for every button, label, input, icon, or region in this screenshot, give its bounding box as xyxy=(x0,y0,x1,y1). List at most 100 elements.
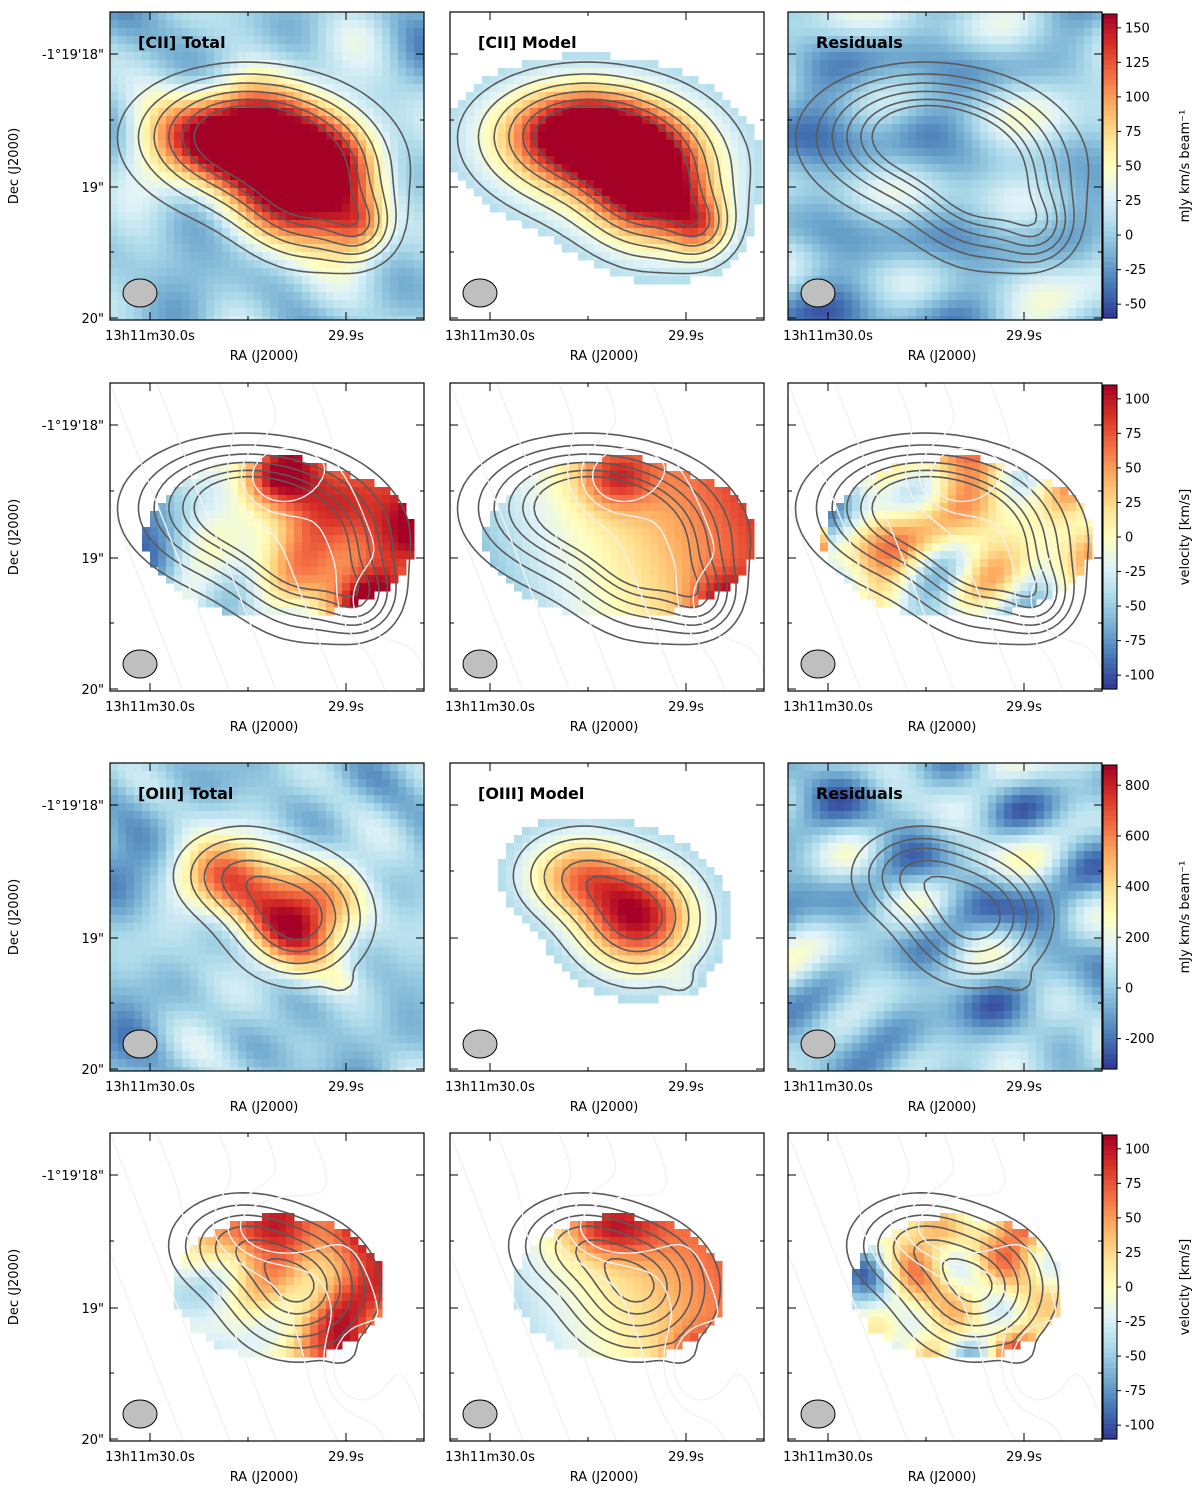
panel-frame xyxy=(787,11,1103,321)
colorbar-segment xyxy=(1103,815,1117,822)
colorbar-segment xyxy=(1103,79,1117,86)
x-tick-label: 29.9s xyxy=(328,329,364,344)
colorbar-segment xyxy=(1103,623,1117,629)
colorbar-segment xyxy=(1103,312,1117,319)
colorbar-segment xyxy=(1103,800,1117,807)
colorbar-segment xyxy=(1103,206,1117,213)
colorbar-segment xyxy=(1103,1150,1117,1156)
colorbar-segment xyxy=(1103,74,1117,81)
x-tick-label: 29.9s xyxy=(328,700,364,715)
colorbar-segment xyxy=(1103,876,1117,883)
intensity-contour xyxy=(846,461,1058,618)
colorbar-segment xyxy=(1103,906,1117,913)
colorbar-segment xyxy=(1103,653,1117,660)
colorbar-segment xyxy=(1103,297,1117,304)
colorbar-segment xyxy=(1103,486,1117,492)
velocity-contour xyxy=(252,383,424,673)
x-tick-label: 13h11m30.0s xyxy=(783,1450,873,1465)
colorbar-segment xyxy=(1103,547,1117,553)
beam-ellipse xyxy=(462,649,498,679)
colorbar-segment xyxy=(1103,64,1117,71)
colorbar-segment xyxy=(1103,1322,1117,1329)
colorbar-segment xyxy=(1103,231,1117,238)
panel-1-2: [CII] Model 13h11m30.0s 29.9s RA (J2000) xyxy=(445,11,765,364)
x-tick-label: 29.9s xyxy=(1006,329,1042,344)
colorbar-segment xyxy=(1103,668,1117,675)
panel-frame xyxy=(787,1132,1103,1442)
colorbar-tick-label: -25 xyxy=(1125,565,1146,580)
intensity-contour xyxy=(456,61,752,275)
colorbar-segment xyxy=(1103,481,1117,487)
panel-frame xyxy=(109,1132,425,1442)
x-axis-label: RA (J2000) xyxy=(230,1470,299,1485)
heatmap-image xyxy=(450,1133,764,1441)
colorbar-segment xyxy=(1103,537,1117,543)
colorbar-segment xyxy=(1103,1221,1117,1227)
colorbar-segment xyxy=(1103,140,1117,147)
colorbar-tick-label: 25 xyxy=(1125,496,1142,511)
x-tick-label: 13h11m30.0s xyxy=(105,329,195,344)
colorbar-tick-label: -50 xyxy=(1125,298,1146,313)
panel-frame xyxy=(109,11,425,321)
colorbar-segment xyxy=(1103,186,1117,192)
colorbar-segment xyxy=(1103,1281,1117,1288)
intensity-contour xyxy=(871,104,1038,227)
colorbar-segment xyxy=(1103,166,1117,172)
colorbar-segment xyxy=(1103,277,1117,284)
intensity-contour xyxy=(168,461,380,618)
x-axis-label: RA (J2000) xyxy=(908,1470,977,1485)
x-axis-label: RA (J2000) xyxy=(230,349,299,364)
colorbar-tick-label: 0 xyxy=(1125,229,1133,244)
y-tick-label: 20" xyxy=(81,1063,104,1078)
x-tick-label: 29.9s xyxy=(1006,1080,1042,1095)
colorbar-segment xyxy=(1103,663,1117,670)
heatmap-image xyxy=(110,1133,424,1441)
colorbar-tick-label: -25 xyxy=(1125,263,1146,278)
intensity-contour xyxy=(508,461,720,618)
intensity-contour xyxy=(923,875,1001,941)
colorbar-segment xyxy=(1103,506,1117,513)
colorbar-segment xyxy=(1103,450,1117,457)
colorbar-segment xyxy=(1103,1352,1117,1359)
colorbar-segment xyxy=(1103,633,1117,639)
colorbar-segment xyxy=(1103,476,1117,482)
velocity-contour xyxy=(110,502,184,691)
intensity-contour xyxy=(539,1214,694,1338)
colorbar-segment xyxy=(1103,1378,1117,1384)
colorbar-segment xyxy=(1103,461,1117,467)
colorbar-segment xyxy=(1103,531,1117,538)
intensity-contour xyxy=(585,875,663,941)
intensity-contour xyxy=(116,432,412,646)
colorbar-segment xyxy=(1103,947,1117,954)
y-tick-label: 19" xyxy=(81,181,104,196)
colorbar-segment xyxy=(1103,577,1117,584)
panel-1-3: Residuals 13h11m30.0s 29.9s RA (J2000) xyxy=(783,11,1103,364)
heatmap-image xyxy=(450,763,764,1071)
colorbar-segment xyxy=(1103,1368,1117,1374)
colorbar-segment xyxy=(1103,1013,1117,1019)
colorbar-segment xyxy=(1103,1058,1117,1065)
intensity-contour xyxy=(877,1214,1032,1338)
colorbar-tick-label: -100 xyxy=(1125,669,1155,684)
intensity-contour xyxy=(193,104,360,227)
colorbar-segment xyxy=(1103,307,1117,314)
colorbar-segment xyxy=(1103,1226,1117,1232)
beam-ellipse xyxy=(800,1029,836,1059)
colorbar-segment xyxy=(1103,1211,1117,1217)
colorbar-segment xyxy=(1103,658,1117,665)
colorbar-segment xyxy=(1103,1413,1117,1420)
x-tick-label: 29.9s xyxy=(1006,1450,1042,1465)
intensity-contour xyxy=(199,1214,354,1338)
colorbar-segment xyxy=(1103,775,1117,781)
colorbar-segment xyxy=(1103,795,1117,802)
x-tick-label: 13h11m30.0s xyxy=(445,700,535,715)
colorbar-segment xyxy=(1103,896,1117,903)
velocity-contour xyxy=(450,1252,524,1441)
colorbar-segment xyxy=(1103,425,1117,432)
x-tick-label: 13h11m30.0s xyxy=(783,700,873,715)
colorbar-segment xyxy=(1103,1246,1117,1253)
colorbar-segment xyxy=(1103,805,1117,812)
intensity-contour xyxy=(168,90,380,247)
panel-title: [OIII] Total xyxy=(138,784,233,803)
y-tick-label: 19" xyxy=(81,552,104,567)
